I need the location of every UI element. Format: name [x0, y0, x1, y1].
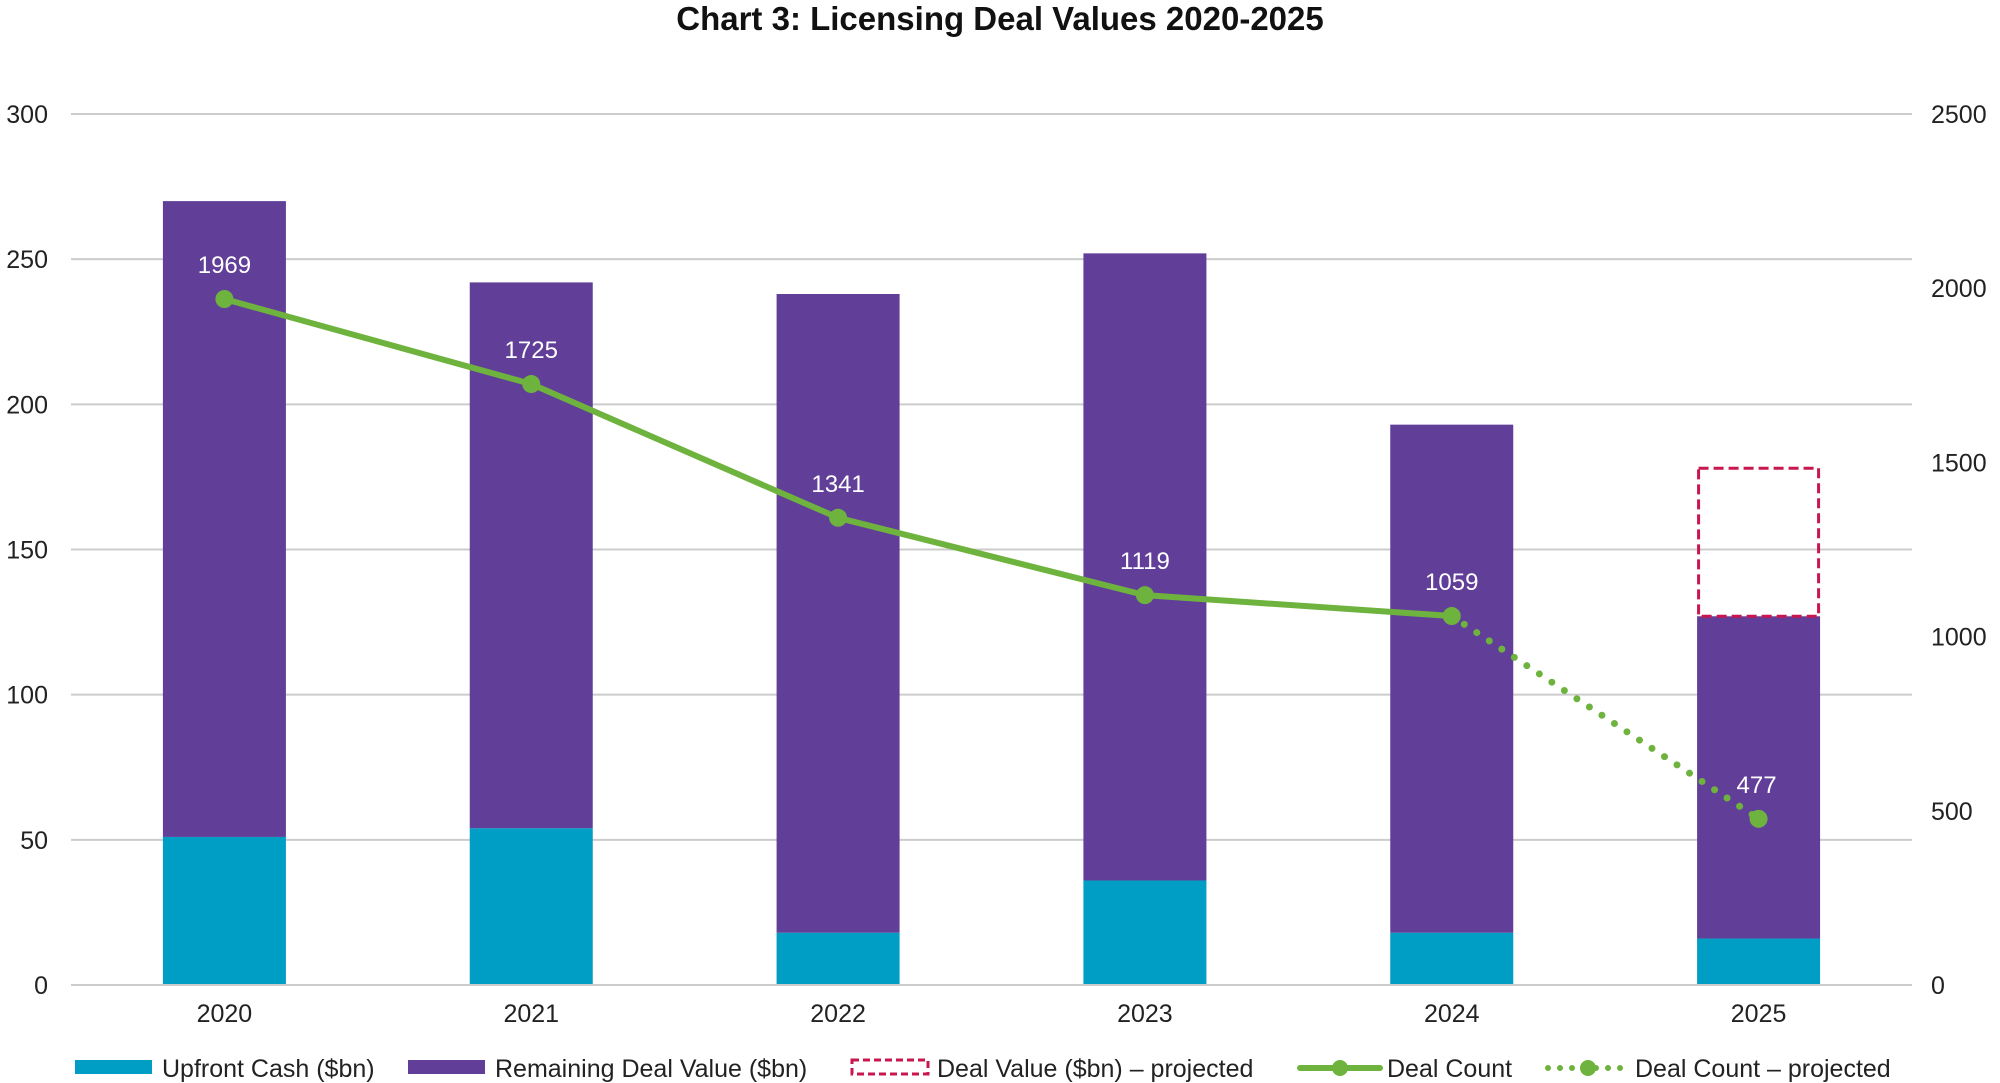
right-tick-label: 500 — [1931, 798, 1973, 826]
x-tick-label: 2023 — [1117, 1000, 1173, 1028]
deal-count-point — [215, 290, 234, 309]
legend-swatch — [850, 1058, 930, 1076]
bar-upfront-cash — [1390, 932, 1514, 985]
gridlines — [71, 113, 1912, 986]
right-tick-label: 2000 — [1931, 275, 1987, 303]
legend-swatch — [75, 1060, 152, 1074]
legend-label: Deal Count – projected — [1635, 1055, 1891, 1083]
deal-count-label: 1341 — [811, 471, 864, 498]
bar-upfront-cash — [162, 836, 286, 985]
legend: Upfront Cash ($bn) Remaining Deal Value (… — [75, 1055, 1891, 1083]
x-tick-label: 2022 — [810, 1000, 866, 1028]
right-y-axis: 0 500 1000 1500 2000 2500 — [1931, 101, 1987, 1000]
bar-remaining-deal-value — [1083, 253, 1207, 881]
deal-count-label: 1119 — [1120, 548, 1170, 575]
bar-upfront-cash — [1697, 938, 1821, 985]
left-y-axis: 0 50 100 150 200 250 300 — [6, 101, 48, 1000]
bars — [162, 201, 1821, 985]
bar-remaining-deal-value — [1697, 616, 1821, 939]
x-tick-label: 2025 — [1731, 1000, 1787, 1028]
legend-item: Remaining Deal Value ($bn) — [408, 1055, 807, 1083]
right-tick-label: 1000 — [1931, 624, 1987, 652]
left-tick-label: 250 — [6, 246, 48, 274]
deal-count-point — [522, 375, 541, 394]
deal-count-point — [1135, 586, 1154, 605]
bar-upfront-cash — [1083, 880, 1207, 985]
x-tick-label: 2020 — [197, 1000, 253, 1028]
bar-remaining-deal-value — [776, 294, 900, 933]
deal-count-projected-line — [1448, 612, 1763, 823]
deal-count-label: 1969 — [198, 252, 251, 279]
deal-count-label: 1725 — [505, 337, 558, 364]
legend-label: Deal Value ($bn) – projected — [937, 1055, 1253, 1083]
left-tick-label: 150 — [6, 537, 48, 565]
legend-item: Deal Count — [1297, 1055, 1512, 1083]
lines — [215, 290, 1768, 828]
legend-item: Upfront Cash ($bn) — [75, 1055, 375, 1083]
left-tick-label: 0 — [34, 972, 48, 1000]
left-tick-label: 100 — [6, 682, 48, 710]
legend-label: Deal Count — [1387, 1055, 1512, 1083]
legend-label: Remaining Deal Value ($bn) — [495, 1055, 807, 1083]
right-tick-label: 2500 — [1931, 101, 1987, 129]
legend-swatch — [408, 1060, 485, 1074]
deal-count-projected-point — [1749, 809, 1768, 828]
deal-count-label: 1059 — [1425, 569, 1478, 596]
bar-deal-value-projected — [1697, 466, 1821, 618]
bar-remaining-deal-value — [469, 282, 593, 829]
deal-count-projected-label: 477 — [1737, 772, 1777, 799]
right-tick-label: 1500 — [1931, 449, 1987, 477]
x-axis: 2020 2021 2022 2023 2024 2025 — [71, 984, 1912, 1028]
deal-count-point — [829, 508, 848, 527]
legend-item: Deal Value ($bn) – projected — [850, 1055, 1253, 1083]
x-tick-label: 2024 — [1424, 1000, 1480, 1028]
legend-label: Upfront Cash ($bn) — [162, 1055, 375, 1083]
legend-dot-icon — [1580, 1060, 1596, 1076]
bar-upfront-cash — [776, 932, 900, 985]
data-labels: 1969 1725 1341 1119 1059 477 — [198, 252, 1777, 799]
bar-remaining-deal-value — [1390, 424, 1514, 933]
left-tick-label: 200 — [6, 391, 48, 419]
x-tick-label: 2021 — [503, 1000, 559, 1028]
legend-dot-icon — [1332, 1060, 1348, 1076]
chart-title: Chart 3: Licensing Deal Values 2020-2025 — [676, 0, 1323, 37]
legend-item: Deal Count – projected — [1545, 1055, 1891, 1083]
right-tick-label: 0 — [1931, 972, 1945, 1000]
left-tick-label: 300 — [6, 101, 48, 129]
deal-count-point — [1442, 607, 1461, 626]
left-tick-label: 50 — [20, 827, 48, 855]
bar-upfront-cash — [469, 828, 593, 985]
